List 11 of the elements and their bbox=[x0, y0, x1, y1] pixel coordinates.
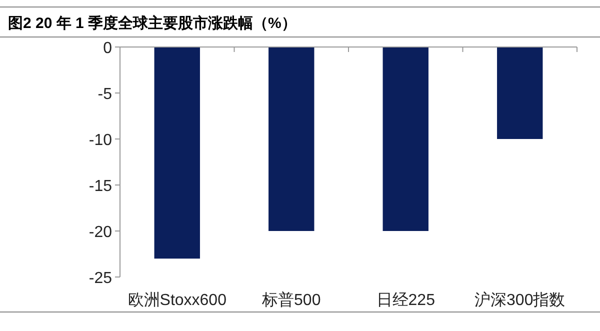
y-tick-label: -25 bbox=[88, 270, 112, 287]
x-tick-label: 沪深300指数 bbox=[474, 291, 566, 309]
y-tick-label: -10 bbox=[88, 132, 112, 149]
chart-title: 图2 20 年 1 季度全球主要股市涨跌幅（%） bbox=[8, 14, 296, 32]
y-tick-label: -20 bbox=[88, 224, 112, 241]
y-tick-label: -5 bbox=[98, 86, 112, 103]
x-tick-label: 标普500 bbox=[261, 291, 321, 309]
x-tick-label: 欧洲Stoxx600 bbox=[128, 291, 227, 309]
y-tick-label: -15 bbox=[88, 178, 112, 195]
x-tick-label: 日经225 bbox=[376, 292, 436, 309]
y-tick-label: 0 bbox=[103, 40, 112, 57]
